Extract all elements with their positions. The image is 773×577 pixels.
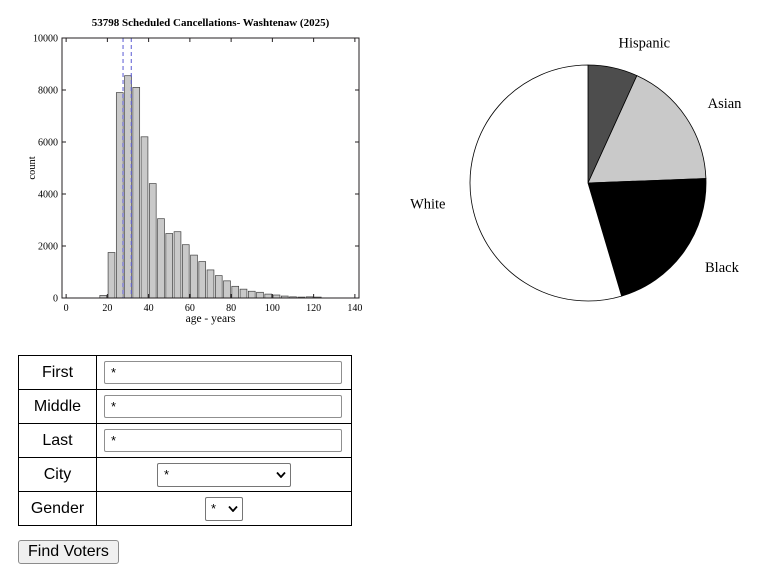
last-name-input[interactable] <box>104 429 342 452</box>
svg-text:Black: Black <box>705 260 740 276</box>
svg-text:8000: 8000 <box>38 86 58 97</box>
svg-text:age - years: age - years <box>186 313 236 325</box>
form-row-first: First <box>18 355 352 390</box>
middle-name-label: Middle <box>18 389 97 424</box>
gender-select-wrapper: * <box>205 496 243 521</box>
svg-text:140: 140 <box>347 303 362 314</box>
city-select-wrapper: * <box>157 462 291 487</box>
gender-select[interactable]: * <box>205 496 243 521</box>
svg-text:6000: 6000 <box>38 138 58 149</box>
last-name-label: Last <box>18 423 97 458</box>
gender-label: Gender <box>18 491 97 526</box>
svg-text:2000: 2000 <box>38 242 58 253</box>
svg-text:10000: 10000 <box>33 34 58 45</box>
voter-search-form: First Middle Last City * Gen <box>18 355 352 526</box>
svg-text:80: 80 <box>226 303 236 314</box>
svg-text:100: 100 <box>265 303 280 314</box>
first-name-label: First <box>18 355 97 390</box>
svg-text:60: 60 <box>185 303 195 314</box>
svg-text:count: count <box>27 156 38 179</box>
histogram-chart: 0 20 40 60 80 100 120 140 0 2000 4000 6000 8000 10000… <box>27 17 362 325</box>
form-row-last: Last <box>18 423 352 458</box>
form-row-middle: Middle <box>18 389 352 424</box>
pie-chart: Hispanic Asian Black White <box>410 35 743 302</box>
svg-text:Hispanic: Hispanic <box>619 35 671 51</box>
svg-text:Asian: Asian <box>708 96 743 112</box>
middle-name-input[interactable] <box>104 395 342 418</box>
form-row-city: City * <box>18 457 352 492</box>
svg-text:0: 0 <box>64 303 69 314</box>
svg-text:4000: 4000 <box>38 190 58 201</box>
first-name-input[interactable] <box>104 361 342 384</box>
svg-text:40: 40 <box>144 303 154 314</box>
city-select[interactable]: * <box>157 462 291 487</box>
svg-text:20: 20 <box>102 303 112 314</box>
svg-text:53798 Scheduled Cancellations-: 53798 Scheduled Cancellations- Washtenaw… <box>92 17 330 29</box>
svg-text:White: White <box>410 197 445 213</box>
find-voters-button[interactable]: Find Voters <box>18 540 119 564</box>
city-label: City <box>18 457 97 492</box>
svg-text:0: 0 <box>53 294 58 305</box>
form-row-gender: Gender * <box>18 491 352 526</box>
svg-text:120: 120 <box>306 303 321 314</box>
